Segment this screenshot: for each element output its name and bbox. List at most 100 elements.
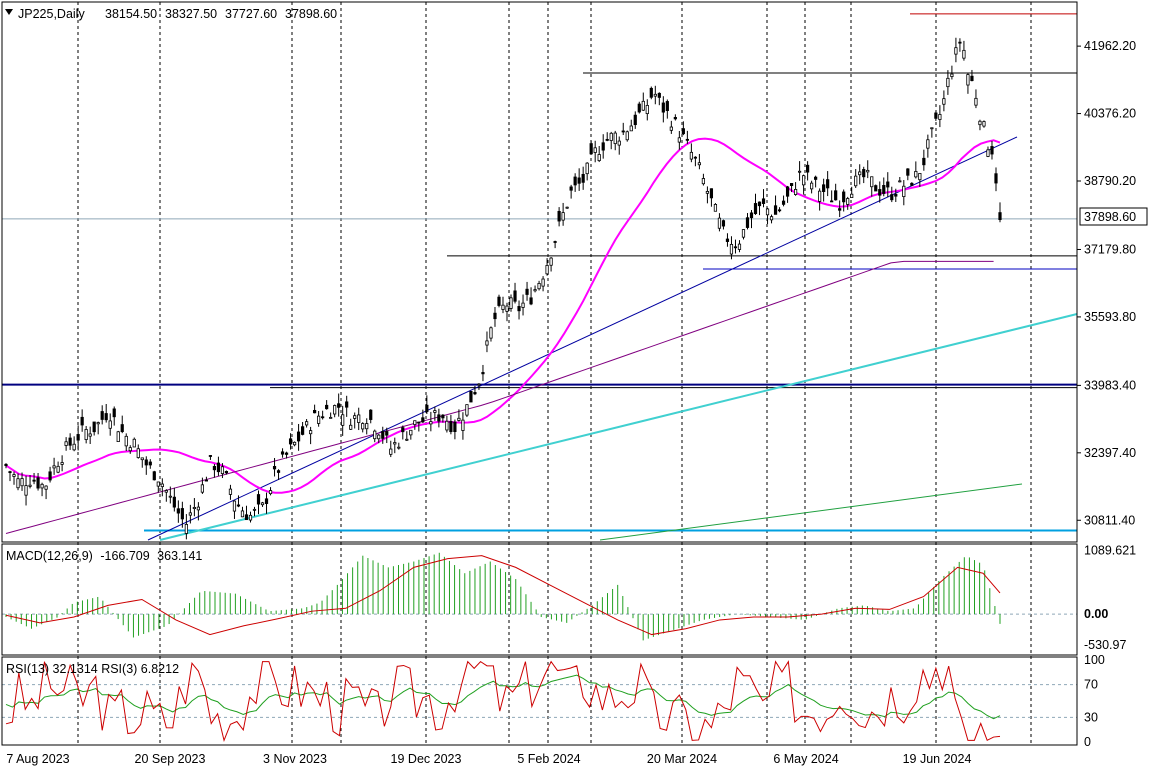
candle-body — [20, 478, 24, 487]
x-tick-label: 20 Mar 2024 — [647, 752, 717, 766]
trend-line-green — [599, 483, 1023, 541]
y-tick-label: 35593.80 — [1084, 310, 1136, 324]
candle-body — [401, 427, 405, 433]
candle-body — [160, 483, 164, 488]
candle-body — [557, 210, 561, 222]
macd-plot — [2, 552, 1077, 641]
candle-body — [802, 175, 806, 186]
candle-body — [505, 305, 509, 312]
rsi-tick-label: 100 — [1084, 653, 1105, 667]
candle-body — [60, 462, 64, 465]
candle-body — [990, 146, 994, 155]
candle-body — [329, 416, 333, 419]
candle-body — [838, 208, 842, 211]
candle-body — [573, 176, 577, 186]
candle-body — [729, 243, 734, 255]
candle-body — [200, 484, 204, 493]
candle-body — [673, 117, 677, 120]
candle-body — [701, 178, 706, 185]
candle-body — [525, 288, 529, 295]
candle-body — [749, 212, 754, 219]
candle-body — [256, 494, 261, 505]
candle-body — [533, 289, 537, 292]
candle-body — [84, 429, 88, 440]
candle-body — [517, 306, 521, 312]
candle-body — [56, 465, 60, 473]
candle-body — [806, 164, 810, 173]
rsi-tick-label: 70 — [1084, 678, 1098, 692]
candle-body — [108, 420, 112, 429]
macd-tick-label: -530.97 — [1084, 638, 1126, 652]
macd-title: MACD(12,26,9) — [6, 549, 93, 563]
candle-body — [886, 181, 890, 188]
candle-body — [296, 431, 301, 442]
candle-body — [397, 446, 401, 449]
candle-body — [184, 524, 188, 534]
candle-body — [361, 423, 365, 430]
symbol-label: JP225,Daily — [18, 7, 85, 21]
candle-body — [681, 128, 685, 135]
candle-body — [549, 257, 553, 266]
candle-body — [132, 438, 136, 448]
candle-body — [633, 114, 637, 126]
candle-body — [765, 208, 770, 216]
x-tick-label: 5 Feb 2024 — [517, 752, 580, 766]
candle-body — [894, 194, 898, 197]
candle-body — [469, 390, 473, 403]
candle-body — [381, 431, 385, 439]
candle-body — [862, 169, 866, 178]
candle-body — [337, 403, 341, 408]
candle-body — [830, 200, 834, 203]
candle-body — [745, 217, 750, 228]
candle-body — [717, 217, 722, 229]
candle-body — [918, 173, 922, 181]
candle-body — [228, 488, 233, 495]
macd-tick-label: 1089.621 — [1084, 543, 1136, 557]
candle-body — [769, 216, 774, 221]
candle-body — [224, 470, 229, 474]
candle-body — [80, 416, 84, 426]
candle-body — [721, 220, 726, 227]
candle-body — [325, 404, 329, 410]
candle-body — [292, 441, 297, 446]
trend-line — [147, 136, 1018, 541]
candle-body — [497, 296, 501, 306]
candle-body — [124, 435, 128, 447]
candle-body — [92, 421, 96, 433]
candle-body — [613, 132, 617, 145]
candle-body — [773, 205, 778, 215]
candle-body — [593, 147, 597, 153]
candle-body — [152, 471, 156, 481]
candle-body — [737, 243, 742, 250]
collapse-arrow-icon[interactable] — [5, 9, 13, 15]
y-tick-label: 33983.40 — [1084, 378, 1136, 392]
candle-body — [369, 409, 373, 420]
trend-line-cyan — [159, 313, 1078, 541]
candle-body — [814, 176, 818, 180]
candle-body — [657, 92, 661, 98]
candle-body — [104, 413, 108, 421]
candle-body — [601, 142, 605, 151]
candle-body — [513, 290, 517, 302]
candle-body — [481, 372, 485, 375]
candle-body — [385, 431, 389, 436]
candle-body — [433, 410, 437, 413]
candle-body — [345, 401, 349, 408]
candle-body — [685, 138, 689, 141]
candle-body — [120, 424, 124, 433]
candle-body — [64, 441, 68, 446]
candle-body — [389, 448, 393, 455]
candle-body — [24, 485, 28, 496]
candle-body — [902, 185, 906, 198]
candle-body — [589, 143, 593, 155]
candle-body — [493, 312, 497, 320]
candle-body — [196, 506, 200, 511]
moving-average-line — [5, 137, 1001, 494]
y-tick-label: 32397.40 — [1084, 446, 1136, 460]
macd-main-value: -166.709 — [100, 549, 149, 563]
candle-body — [48, 471, 52, 481]
candle-body — [950, 73, 954, 77]
candle-body — [998, 212, 1002, 221]
high-value: 38327.50 — [165, 7, 217, 21]
